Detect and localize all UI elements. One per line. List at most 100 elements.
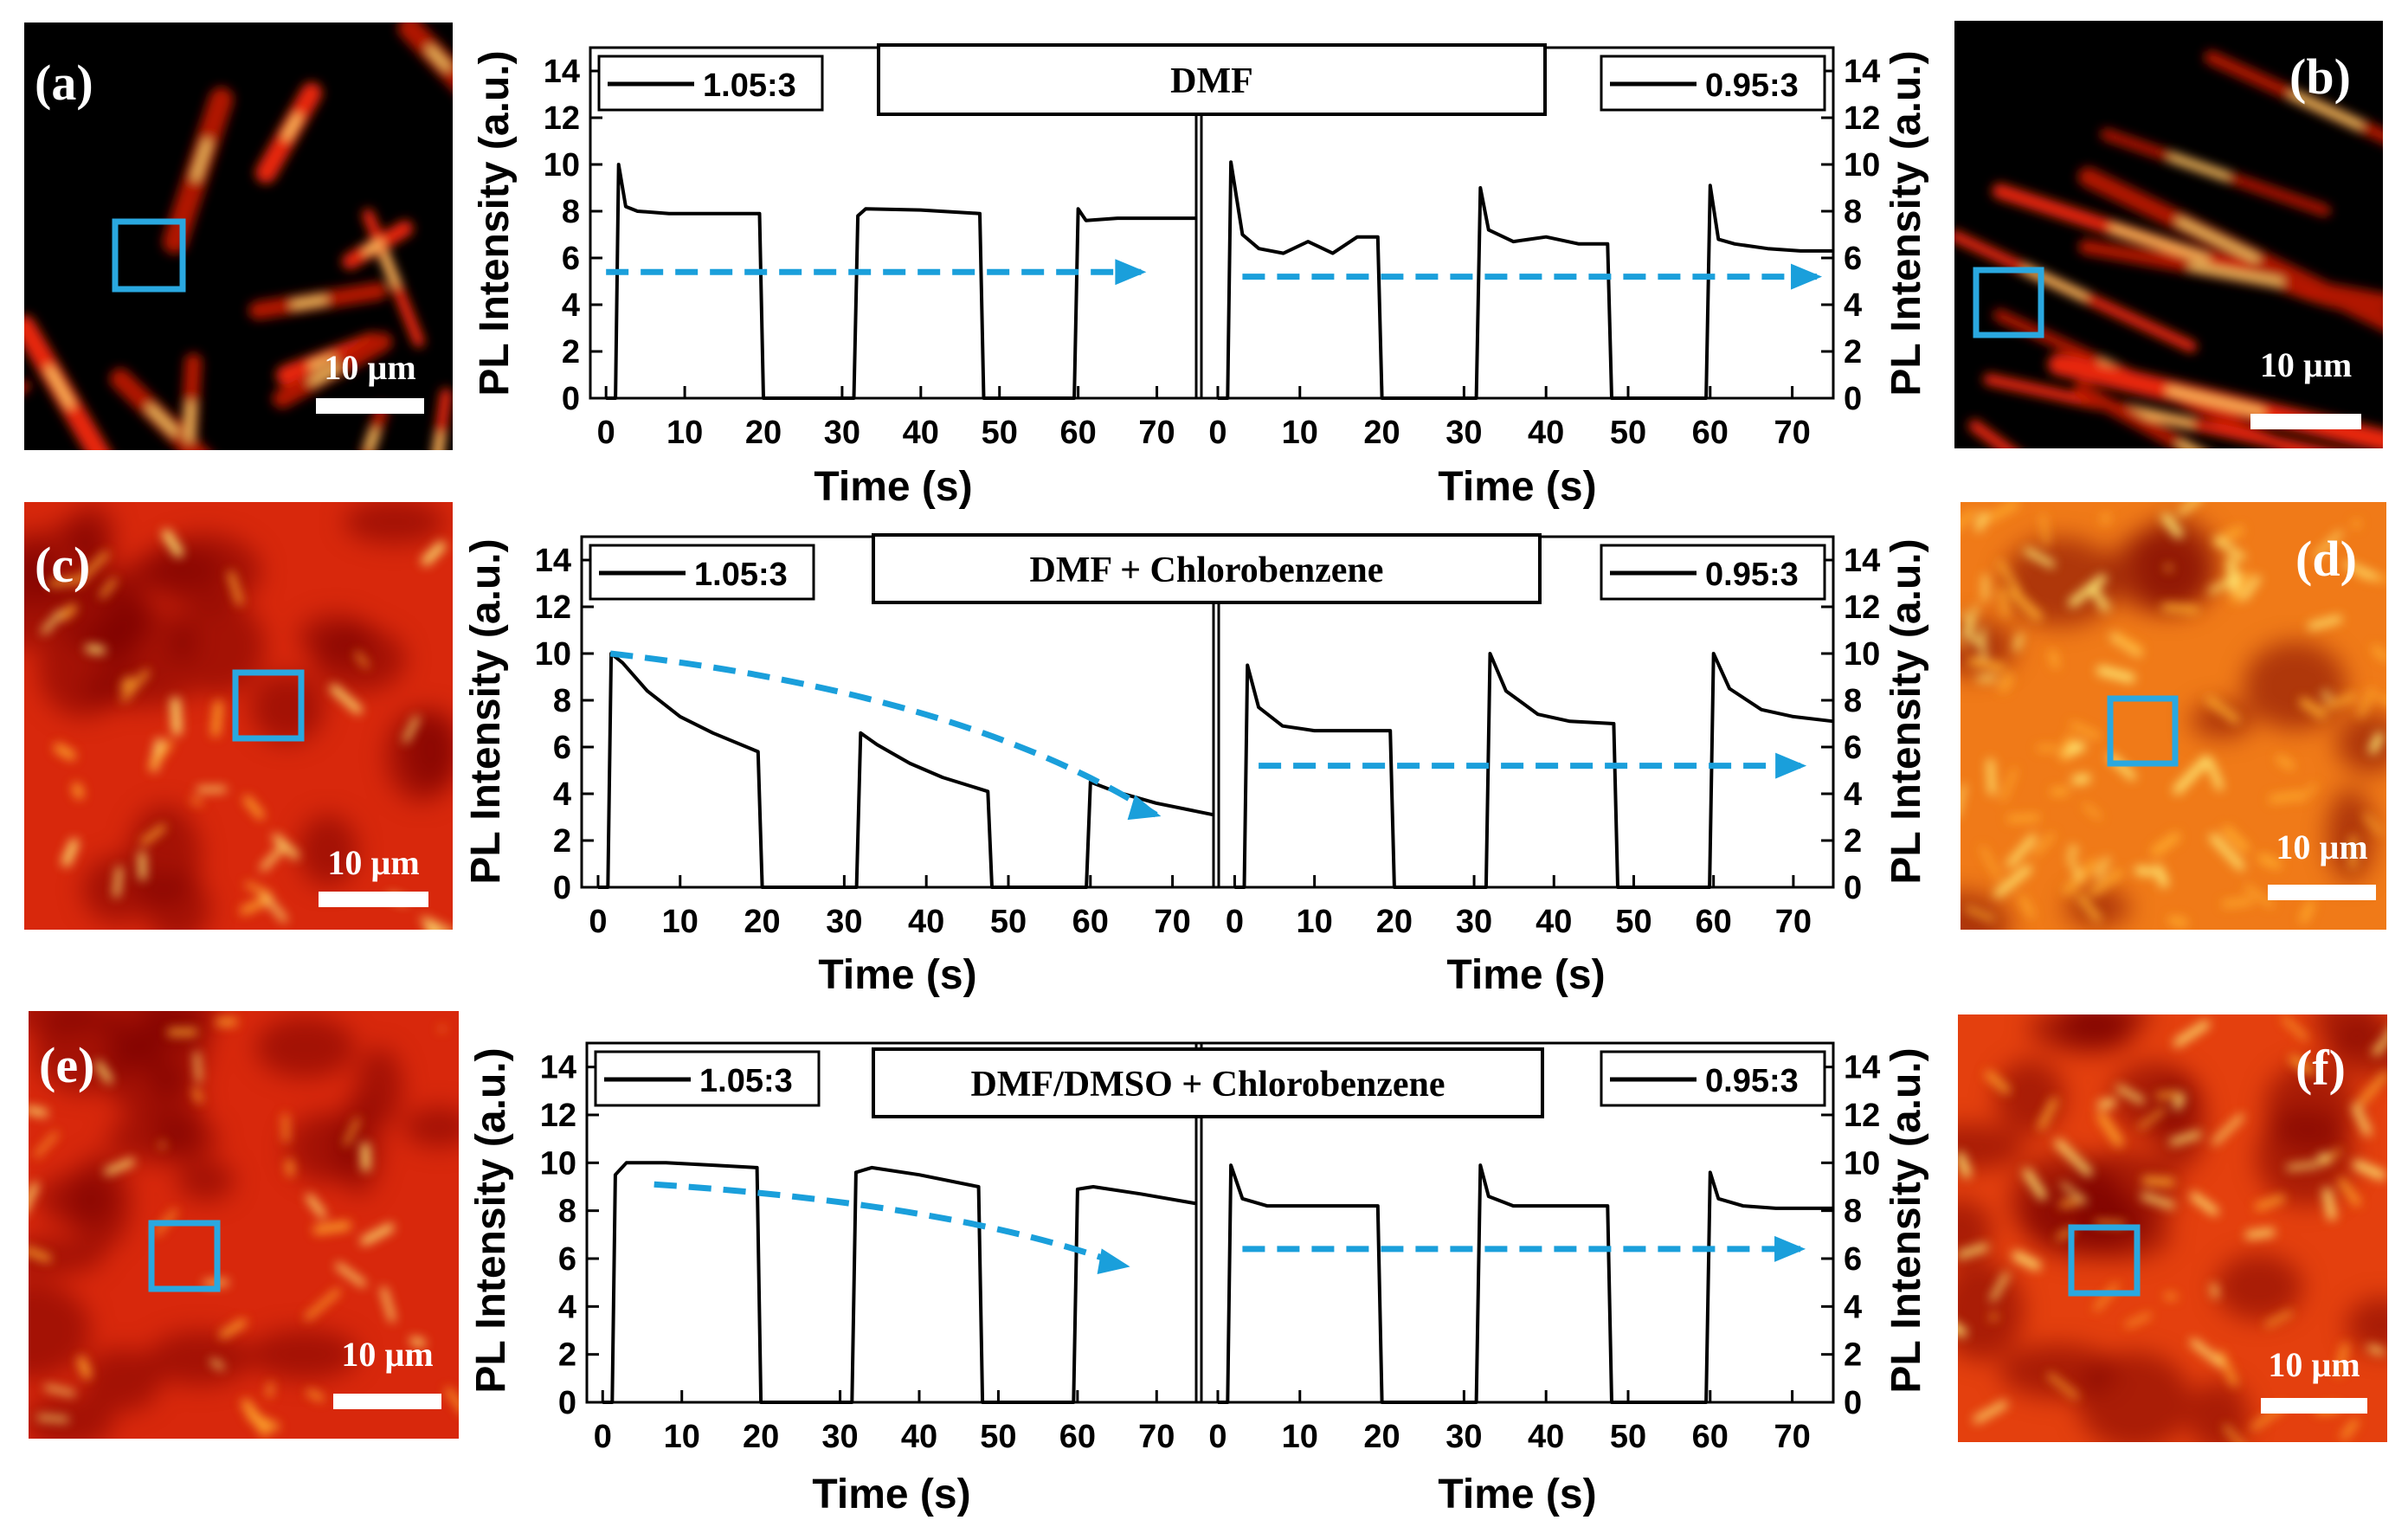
bright-grain [2012,1251,2041,1271]
dark-domains [1958,1014,2387,1442]
y-tick-label: 0 [1844,381,1862,417]
bright-grain [330,684,363,714]
bright-grain [1985,502,2020,523]
y-tick-label: 10 [1844,636,1880,673]
dark-domain [2064,1014,2150,1039]
panel-label: (f) [2295,1040,2346,1096]
bright-grain [1965,905,1995,922]
dark-domain [2256,1108,2355,1206]
bright-grain [2289,1054,2315,1075]
bright-grain [120,675,134,691]
bright-grain [2299,697,2327,719]
x-tick-label: 60 [1059,415,1096,451]
chart-title-box [872,1047,1544,1118]
bright-grain [209,1358,225,1370]
bright-grain [1961,640,1967,651]
bright-grains [1958,1015,2387,1442]
x-tick-label: 10 [666,415,703,451]
series-line-left [602,1161,1197,1404]
bright-grain [2205,695,2240,724]
fiber-highlight [2166,386,2266,416]
dark-domain [2215,1253,2303,1321]
chart-title: DMF + Chlorobenzene [1030,551,1384,590]
y-tick-label: 12 [1844,100,1880,137]
y-tick-label: 12 [535,589,571,626]
bright-grain [2373,1032,2387,1055]
bright-grain [282,1113,289,1143]
bright-grain [2089,868,2123,896]
panel-label: (c) [35,537,90,593]
dark-domain [403,1107,459,1147]
bright-grain [409,1337,426,1348]
fiber-highlight [192,138,211,182]
bright-grain [272,834,299,860]
fiber-highlight [2022,265,2089,300]
bright-grain [2241,575,2262,601]
bright-grain [1961,610,1973,631]
bright-grain [94,1060,113,1084]
scale-bar-label: 10 µm [2268,1345,2360,1384]
legend-label: 1.05:3 [703,68,796,104]
dark-domain [29,1011,108,1034]
bright-grain [344,1118,360,1146]
fiber-highlight [308,364,341,385]
bright-grain [2095,856,2110,879]
bright-grain [1999,673,2013,692]
dark-domain [1958,1260,2024,1361]
dark-domain [145,873,211,930]
bright-grain [1961,509,1975,528]
y-tick-label: 8 [558,1194,576,1230]
bright-grain [335,1262,366,1287]
bright-grain [286,1159,294,1176]
dark-domain [57,580,151,652]
legend-label: 0.95:3 [1705,557,1799,593]
bright-grain [2070,721,2101,740]
y-tick-label: 8 [1844,194,1862,230]
bright-grain [41,609,64,634]
bright-grain [29,1105,48,1118]
bright-grain [1961,628,1981,647]
bright-grain [2190,1338,2224,1367]
bright-grain [2340,1419,2359,1440]
x-tick-label: 50 [980,1419,1016,1455]
x-tick-label: 0 [594,1419,612,1455]
bright-grain [2211,1283,2218,1298]
legend-left: 1.05:3 [589,544,815,601]
y-tick-label: 14 [544,54,580,90]
x-tick-label: 30 [1445,415,1482,451]
x-tick-label: 30 [1445,1419,1482,1455]
micrograph-panel-b: (b) 10 µm [1954,21,2383,448]
dark-domain [255,1016,356,1079]
y-tick-label: 8 [553,683,571,719]
y-tick-label: 8 [562,194,580,230]
subplot-right: 0 10 20 30 40 50 60 70 Time (s) 0.95:3 [1208,1050,1833,1517]
bright-grain [2167,915,2188,928]
y-tick-label: 0 [558,1385,576,1421]
bright-grain [2338,1177,2361,1207]
bright-grain [72,783,84,800]
trend-arrow-head [1791,263,1823,290]
dark-domain [1961,892,2011,930]
dark-domain [2077,1351,2192,1442]
y-tick-label: 2 [553,823,571,860]
y-tick-label: 10 [535,636,571,673]
bright-grain [245,881,273,899]
bright-grain [2089,585,2110,612]
bright-grain [421,541,446,566]
bright-grain [59,603,77,621]
x-tick-label: 50 [1610,415,1646,451]
dark-domain [2336,712,2386,774]
bright-grain [360,1142,370,1172]
bright-grain [194,1051,202,1083]
legend-right: 0.95:3 [1600,55,1826,112]
series-line-right [1234,652,1834,889]
dark-domain [2327,788,2374,882]
x-tick-label: 10 [664,1419,700,1455]
bright-grain [2069,845,2078,855]
bright-grain [2353,1160,2386,1181]
dark-domain [1958,1124,2025,1171]
fiber-highlight [2109,224,2211,262]
x-tick-label: 40 [908,904,944,940]
y-tick-label: 2 [562,334,580,370]
bright-grain [2169,1130,2202,1146]
